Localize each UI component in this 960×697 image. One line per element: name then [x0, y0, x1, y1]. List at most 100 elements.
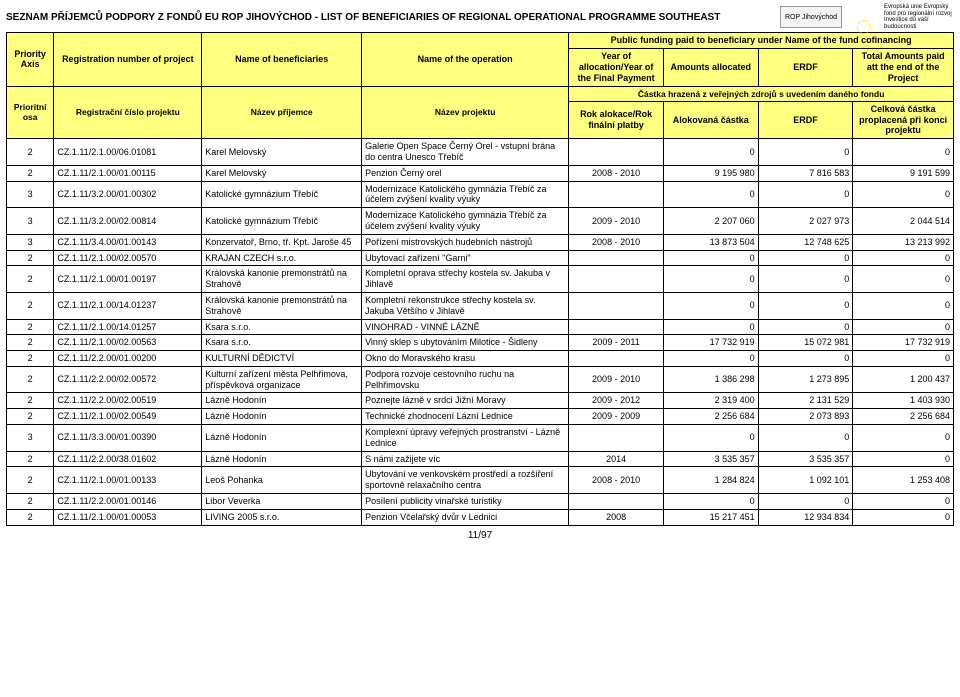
cell-reg: CZ.1.11/3.2.00/02.00814 [54, 208, 202, 235]
th-year-en: Year of allocation/Year of the Final Pay… [569, 49, 664, 86]
cell-axis: 2 [7, 266, 54, 293]
cell-op: Technické zhodnocení Lázní Lednice [362, 409, 569, 425]
topbar: SEZNAM PŘÍJEMCŮ PODPORY Z FONDŮ EU ROP J… [6, 4, 954, 30]
cell-amount: 2 319 400 [663, 393, 758, 409]
cell-erdf: 1 273 895 [758, 366, 853, 393]
cell-erdf: 12 934 834 [758, 509, 853, 525]
cell-op: Kompletní rekonstrukce střechy kostela s… [362, 292, 569, 319]
cell-year: 2014 [569, 451, 664, 467]
cell-reg: CZ.1.11/2.2.00/02.00572 [54, 366, 202, 393]
cell-erdf: 0 [758, 425, 853, 452]
table-row: 2CZ.1.11/2.2.00/02.00572Kulturní zařízen… [7, 366, 954, 393]
cell-benef: Leoš Pohanka [202, 467, 362, 494]
cell-amount: 0 [663, 181, 758, 208]
table-row: 3CZ.1.11/3.4.00/01.00143Konzervatoř, Brn… [7, 234, 954, 250]
cell-total: 1 253 408 [853, 467, 954, 494]
cell-axis: 2 [7, 351, 54, 367]
cell-erdf: 15 072 981 [758, 335, 853, 351]
cell-amount: 1 284 824 [663, 467, 758, 494]
cell-year: 2009 - 2011 [569, 335, 664, 351]
cell-reg: CZ.1.11/2.2.00/02.00519 [54, 393, 202, 409]
cell-amount: 0 [663, 292, 758, 319]
cell-year: 2008 - 2010 [569, 165, 664, 181]
table-row: 2CZ.1.11/2.2.00/01.00146Libor VeverkaPos… [7, 494, 954, 510]
table-row: 2CZ.1.11/2.1.00/01.00053LIVING 2005 s.r.… [7, 509, 954, 525]
cell-year: 2009 - 2010 [569, 208, 664, 235]
cell-reg: CZ.1.11/2.2.00/01.00200 [54, 351, 202, 367]
th-axis-cz: Prioritní osa [7, 86, 54, 139]
cell-year [569, 351, 664, 367]
cell-year [569, 139, 664, 166]
cell-erdf: 0 [758, 494, 853, 510]
cell-op: S námi zažijete víc [362, 451, 569, 467]
cell-year [569, 181, 664, 208]
cell-erdf: 1 092 101 [758, 467, 853, 494]
cell-year [569, 292, 664, 319]
cell-benef: Karel Melovský [202, 139, 362, 166]
cell-reg: CZ.1.11/2.1.00/14.01257 [54, 319, 202, 335]
table-row: 2CZ.1.11/2.2.00/38.01602Lázně HodonínS n… [7, 451, 954, 467]
cell-total: 0 [853, 509, 954, 525]
cell-amount: 2 256 684 [663, 409, 758, 425]
cell-benef: Karel Melovský [202, 165, 362, 181]
cell-reg: CZ.1.11/2.1.00/02.00563 [54, 335, 202, 351]
th-amount-cz: Alokovaná částka [663, 101, 758, 138]
cell-reg: CZ.1.11/2.1.00/02.00570 [54, 250, 202, 266]
cell-erdf: 2 027 973 [758, 208, 853, 235]
cell-reg: CZ.1.11/2.1.00/02.00549 [54, 409, 202, 425]
cell-erdf: 0 [758, 292, 853, 319]
cell-year [569, 494, 664, 510]
cell-benef: KRAJAN CZECH s.r.o. [202, 250, 362, 266]
cell-benef: Lázně Hodonín [202, 393, 362, 409]
cell-benef: Kulturní zařízení města Pelhřimova, přís… [202, 366, 362, 393]
cell-erdf: 2 131 529 [758, 393, 853, 409]
cell-amount: 0 [663, 425, 758, 452]
cell-amount: 0 [663, 351, 758, 367]
cell-amount: 9 195 980 [663, 165, 758, 181]
table-row: 2CZ.1.11/2.1.00/01.00197Královská kanoni… [7, 266, 954, 293]
eu-logo-text: Evropská unie Evropský fond pro regionál… [884, 4, 954, 30]
cell-reg: CZ.1.11/3.4.00/01.00143 [54, 234, 202, 250]
cell-total: 0 [853, 351, 954, 367]
th-op-en: Name of the operation [362, 33, 569, 86]
cell-year: 2008 - 2010 [569, 234, 664, 250]
cell-amount: 15 217 451 [663, 509, 758, 525]
cell-op: Modernizace Katolického gymnázia Třebíč … [362, 181, 569, 208]
cell-total: 0 [853, 139, 954, 166]
cell-axis: 2 [7, 139, 54, 166]
th-amount-en: Amounts allocated [663, 49, 758, 86]
cell-erdf: 0 [758, 351, 853, 367]
cell-total: 2 044 514 [853, 208, 954, 235]
cell-erdf: 0 [758, 319, 853, 335]
table-row: 2CZ.1.11/2.2.00/02.00519Lázně HodonínPoz… [7, 393, 954, 409]
cell-benef: Královská kanonie premonstrátů na Straho… [202, 292, 362, 319]
table-row: 3CZ.1.11/3.3.00/01.00390Lázně HodonínKom… [7, 425, 954, 452]
cell-axis: 2 [7, 451, 54, 467]
cell-total: 0 [853, 181, 954, 208]
cell-total: 1 403 930 [853, 393, 954, 409]
table-row: 2CZ.1.11/2.1.00/14.01257Ksara s.r.o.VINO… [7, 319, 954, 335]
page-title: SEZNAM PŘÍJEMCŮ PODPORY Z FONDŮ EU ROP J… [6, 12, 720, 23]
cell-reg: CZ.1.11/2.2.00/01.00146 [54, 494, 202, 510]
cell-reg: CZ.1.11/2.1.00/01.00133 [54, 467, 202, 494]
table-row: 3CZ.1.11/3.2.00/02.00814Katolické gymnáz… [7, 208, 954, 235]
th-benef-en: Name of beneficiaries [202, 33, 362, 86]
cell-op: Modernizace Katolického gymnázia Třebíč … [362, 208, 569, 235]
cell-reg: CZ.1.11/2.1.00/01.00115 [54, 165, 202, 181]
cell-year: 2009 - 2012 [569, 393, 664, 409]
cell-op: Poznejte lázně v srdci Jižní Moravy [362, 393, 569, 409]
th-total-en: Total Amounts paid att the end of the Pr… [853, 49, 954, 86]
cell-year: 2009 - 2009 [569, 409, 664, 425]
cell-benef: Lázně Hodonín [202, 451, 362, 467]
table-row: 2CZ.1.11/2.1.00/02.00570KRAJAN CZECH s.r… [7, 250, 954, 266]
cell-benef: Konzervatoř, Brno, tř. Kpt. Jaroše 45 [202, 234, 362, 250]
cell-total: 17 732 919 [853, 335, 954, 351]
cell-amount: 3 535 357 [663, 451, 758, 467]
cell-axis: 2 [7, 335, 54, 351]
cell-op: Okno do Moravského krasu [362, 351, 569, 367]
table-row: 3CZ.1.11/3.2.00/01.00302Katolické gymnáz… [7, 181, 954, 208]
cell-reg: CZ.1.11/2.1.00/01.00053 [54, 509, 202, 525]
th-erdf-cz: ERDF [758, 101, 853, 138]
rop-logo: ROP Jihovýchod [780, 6, 842, 28]
cell-year [569, 319, 664, 335]
